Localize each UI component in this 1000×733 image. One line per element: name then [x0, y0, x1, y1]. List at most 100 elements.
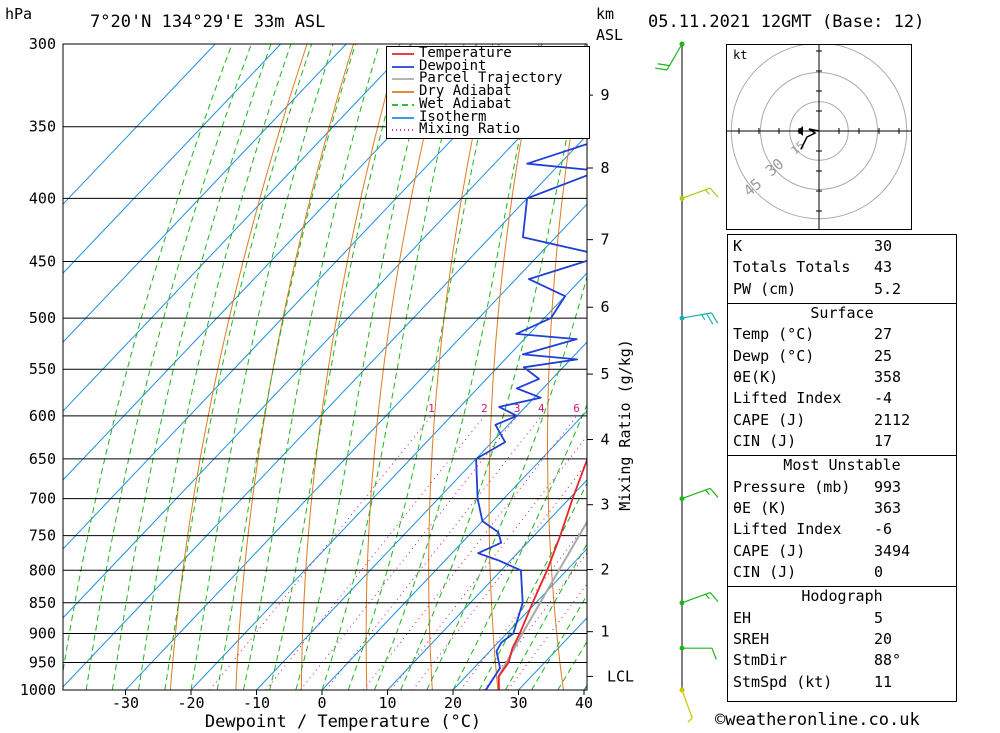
index-value: 5 — [874, 608, 884, 627]
temp-tick-label: -30 — [112, 694, 139, 712]
index-row: StmDir 88° — [728, 650, 956, 671]
wind-barb — [681, 689, 693, 719]
index-value: -6 — [874, 520, 893, 539]
hodograph-ring-label: 30 — [762, 155, 787, 180]
wet-adiabat-line — [347, 44, 500, 690]
wet-adiabat-line — [373, 44, 540, 690]
index-row: Dewp (°C) 25 — [728, 346, 956, 367]
temp-tick-label: -10 — [243, 694, 270, 712]
index-key: θE(K) — [733, 368, 779, 386]
index-row: θE(K) 358 — [728, 367, 956, 388]
km-tick-label: 9 — [600, 86, 609, 104]
mixing-ratio-label: 8 — [599, 402, 606, 415]
index-value: 88° — [874, 651, 902, 670]
wind-barb-flag — [701, 314, 706, 321]
index-row: Lifted Index -4 — [728, 388, 956, 409]
km-tick-label: 6 — [600, 298, 609, 316]
temp-tick-label: 40 — [575, 694, 593, 712]
plot-frame — [62, 43, 588, 691]
wind-barb-dot — [679, 496, 685, 502]
hodograph-ring-label: 45 — [740, 175, 765, 200]
mixing-ratio-label: 4 — [538, 402, 545, 415]
wind-barb-flag — [705, 593, 710, 600]
pressure-tick-label: 600 — [29, 407, 56, 425]
index-row: EH 5 — [728, 608, 956, 629]
km-tick-label: 3 — [600, 496, 609, 514]
index-row: θE (K) 363 — [728, 498, 956, 519]
wind-barb-flag — [709, 592, 719, 603]
isotherm-line — [63, 44, 347, 343]
km-tick-label: 5 — [600, 365, 609, 383]
wind-barb-flag — [687, 717, 693, 723]
legend-swatch — [392, 103, 414, 106]
wind-barb-flag — [655, 67, 668, 71]
isotherm-line — [63, 134, 587, 688]
wet-adiabat-line — [190, 44, 334, 690]
dry-adiabat-line — [957, 44, 1000, 690]
isotherm-line — [63, 44, 282, 274]
asl-label: ASL — [596, 26, 624, 44]
wet-adiabat-line — [295, 44, 434, 690]
index-row: StmSpd (kt) 11 — [728, 672, 956, 693]
index-key: CAPE (J) — [733, 541, 806, 560]
index-key: CIN (J) — [733, 562, 797, 581]
km-tick-label: 8 — [600, 159, 609, 177]
temp-tick-label: -20 — [177, 694, 204, 712]
pressure-tick-label: 900 — [29, 624, 56, 642]
legend-label: Dewpoint — [419, 57, 487, 74]
index-row: Totals Totals 43 — [728, 257, 956, 278]
mixing-ratio-label: 1 — [428, 402, 435, 415]
index-value: 27 — [874, 325, 893, 344]
index-value: -4 — [874, 389, 893, 408]
wet-adiabat-line — [321, 44, 465, 690]
wind-barb-flag — [711, 312, 719, 324]
index-value: 0 — [874, 562, 884, 581]
mixing-ratio-line — [390, 435, 587, 690]
legend-label: Mixing Ratio — [419, 121, 521, 138]
panel-separator — [728, 586, 956, 588]
index-value: 993 — [874, 477, 902, 496]
temperature-line — [497, 457, 587, 690]
section-title: Most Unstable — [783, 456, 901, 475]
index-value: 363 — [874, 499, 902, 517]
legend-label: Parcel Trajectory — [419, 70, 563, 87]
legend-swatch — [392, 78, 414, 81]
dewpoint-line — [475, 143, 587, 690]
legend-item: Temperature — [387, 46, 587, 60]
wind-barb-dot — [679, 195, 685, 201]
legend-label: Isotherm — [419, 108, 487, 125]
wet-adiabat-line — [242, 44, 380, 690]
legend-item: Dewpoint — [387, 57, 587, 74]
hodograph-unit: kt — [733, 48, 747, 62]
wind-barb-flag — [657, 63, 670, 67]
wind-barb-dot — [679, 315, 685, 321]
section-title: Hodograph — [801, 587, 883, 606]
isotherm-line — [321, 410, 587, 690]
index-key: StmDir — [733, 651, 788, 670]
temp-tick-label: 20 — [444, 694, 462, 712]
index-key: SREH — [733, 630, 770, 648]
mixing-ratio-line — [300, 415, 518, 690]
index-value: 30 — [874, 237, 893, 255]
index-key: CIN (J) — [733, 431, 797, 450]
index-row: K 30 — [728, 236, 956, 257]
pressure-tick-label: 800 — [29, 561, 56, 579]
index-value: 2112 — [874, 410, 911, 429]
wind-barb-flag — [706, 313, 714, 325]
isotherm-line — [63, 65, 587, 619]
legend-swatch — [392, 91, 414, 93]
hodograph-trace — [800, 128, 820, 150]
index-row: Temp (°C) 27 — [728, 324, 956, 345]
isotherm-line — [452, 548, 587, 690]
wet-adiabat-line — [111, 44, 272, 690]
index-key: Pressure (mb) — [733, 477, 851, 496]
temp-tick-label: 10 — [378, 694, 396, 712]
temp-tick-label: 0 — [317, 694, 326, 712]
panel-separator — [728, 455, 956, 457]
isotherm-line — [63, 44, 544, 550]
mixing-ratio-label: 3 — [514, 402, 521, 415]
index-key: Lifted Index — [733, 389, 842, 408]
wet-adiabat-line — [138, 44, 292, 690]
isotherm-line — [387, 479, 587, 690]
index-key: EH — [733, 608, 752, 627]
